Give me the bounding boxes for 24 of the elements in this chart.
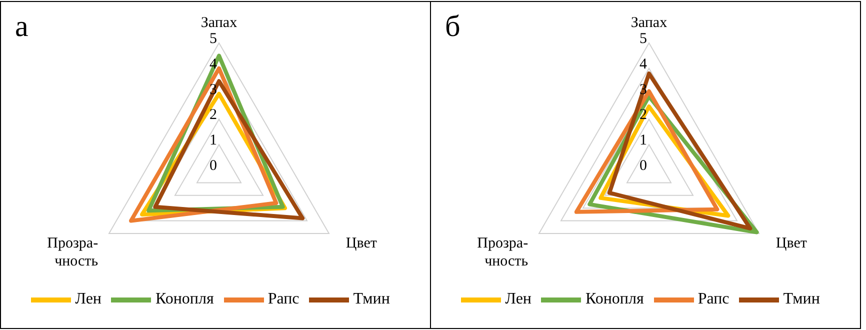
legend-label: Тмин	[353, 290, 390, 308]
legend-label: Рапс	[268, 290, 300, 308]
y-tick-label: 1	[210, 132, 217, 149]
y-tick-label: 2	[210, 107, 217, 124]
spoke-label: Цвет	[776, 236, 808, 252]
chart-title: б	[445, 10, 460, 43]
spoke-label: Запах	[630, 15, 668, 31]
legend-label: Конопля	[155, 290, 214, 308]
legend-label: Конопля	[585, 290, 644, 308]
legend-label: Тмин	[783, 290, 820, 308]
spoke-label: Цвет	[346, 236, 378, 252]
y-tick-label: 5	[210, 31, 217, 47]
spoke-label: Запах	[200, 15, 238, 31]
y-tick-label: 0	[640, 158, 647, 174]
y-tick-label: 1	[640, 132, 647, 149]
spoke-label: Прозра-чность	[47, 236, 98, 270]
legend-label: Рапс	[698, 290, 730, 308]
y-tick-label: 4	[640, 56, 648, 72]
chart-title: а	[15, 10, 28, 43]
y-tick-label: 5	[640, 31, 647, 47]
legend-label: Лен	[75, 290, 102, 308]
spoke-label: Прозра-чность	[477, 236, 528, 270]
y-tick-label: 0	[210, 158, 217, 174]
legend-label: Лен	[505, 290, 532, 308]
